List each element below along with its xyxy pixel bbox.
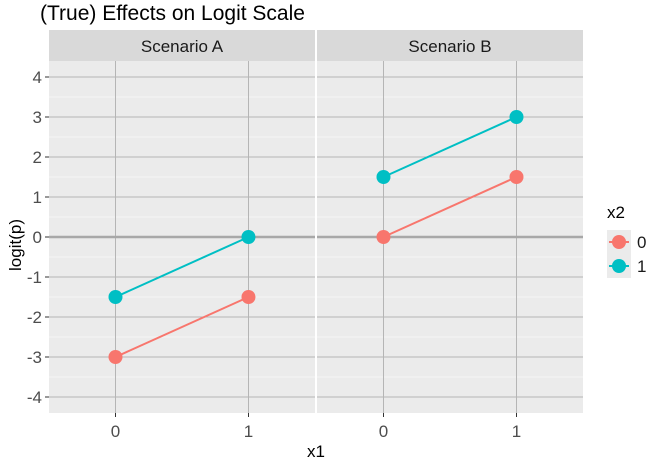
chart-title: (True) Effects on Logit Scale xyxy=(40,2,305,25)
facet-strip xyxy=(49,30,315,61)
series-1 xyxy=(108,230,256,304)
legend-label: 1 xyxy=(637,257,646,276)
y-tick-label: -4 xyxy=(27,388,42,407)
series-1 xyxy=(376,110,524,184)
y-tick-label: 1 xyxy=(33,188,42,207)
x-tick-label: 0 xyxy=(111,422,120,441)
x-tick-label: 0 xyxy=(379,422,388,441)
facet-panels: Scenario A Scenario B xyxy=(49,30,583,413)
y-tick-label: 4 xyxy=(33,68,42,87)
x-tick-label: 1 xyxy=(512,422,521,441)
x-tick-label: 1 xyxy=(244,422,253,441)
y-tick-label: -2 xyxy=(27,308,42,327)
y-tick-label: -3 xyxy=(27,348,42,367)
y-tick-label: 2 xyxy=(33,148,42,167)
series-0 xyxy=(108,290,256,364)
legend-key-point xyxy=(612,235,626,249)
data-point xyxy=(241,290,256,304)
series-0 xyxy=(376,170,524,244)
facet-strip xyxy=(317,30,583,61)
data-point xyxy=(509,170,524,184)
legend-key-point xyxy=(612,259,626,273)
y-axis: 4 3 2 1 0 -1 -2 -3 -4 xyxy=(27,68,49,407)
x-axis-title: x1 xyxy=(307,442,325,460)
series-line xyxy=(383,116,517,178)
legend-title: x2 xyxy=(607,203,625,222)
legend: x2 0 1 xyxy=(607,203,646,278)
data-point xyxy=(108,350,123,364)
y-tick-label: 0 xyxy=(33,228,42,247)
data-point xyxy=(509,110,524,124)
legend-label: 0 xyxy=(637,233,646,252)
y-axis-title: logit(p) xyxy=(6,219,25,271)
facet-strip-label: Scenario B xyxy=(408,37,491,56)
data-point xyxy=(376,230,391,244)
y-tick-label: -1 xyxy=(27,268,42,287)
x-axis: 0 1 0 1 xyxy=(111,413,521,441)
facet-panel: Scenario B xyxy=(317,30,583,413)
facet-strip-label: Scenario A xyxy=(141,37,224,56)
legend-item: 0 xyxy=(607,230,646,254)
data-point xyxy=(108,290,123,304)
series-line xyxy=(115,236,249,298)
series-line xyxy=(383,176,517,238)
legend-item: 1 xyxy=(607,254,646,278)
data-point xyxy=(376,170,391,184)
data-point xyxy=(241,230,256,244)
facet-panel: Scenario A xyxy=(49,30,315,413)
y-tick-label: 3 xyxy=(33,108,42,127)
series-line xyxy=(115,296,249,358)
